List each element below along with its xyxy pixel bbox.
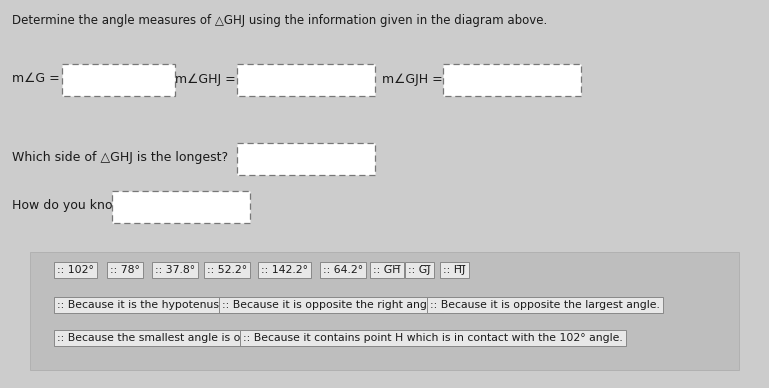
Text: Which side of △GHJ is the longest?: Which side of △GHJ is the longest? bbox=[12, 151, 228, 165]
Text: :: Because it is opposite the largest angle.: :: Because it is opposite the largest an… bbox=[430, 300, 660, 310]
FancyBboxPatch shape bbox=[237, 64, 375, 96]
Text: :: 78°: :: 78° bbox=[110, 265, 140, 275]
Text: Determine the angle measures of △GHJ using the information given in the diagram : Determine the angle measures of △GHJ usi… bbox=[12, 14, 548, 27]
Text: :: Because it is opposite the right angle.: :: Because it is opposite the right angl… bbox=[222, 300, 440, 310]
FancyBboxPatch shape bbox=[30, 252, 739, 370]
Text: :: 102°: :: 102° bbox=[57, 265, 94, 275]
Text: :: 142.2°: :: 142.2° bbox=[261, 265, 308, 275]
Text: m∠GJH =: m∠GJH = bbox=[382, 73, 443, 85]
FancyBboxPatch shape bbox=[237, 143, 375, 175]
Text: :: 37.8°: :: 37.8° bbox=[155, 265, 195, 275]
Text: :: G̅J̅: :: G̅J̅ bbox=[408, 265, 431, 275]
Text: :: 64.2°: :: 64.2° bbox=[323, 265, 363, 275]
Text: How do you know?: How do you know? bbox=[12, 199, 129, 211]
Text: :: G̅H̅: :: G̅H̅ bbox=[373, 265, 401, 275]
Text: m∠G =: m∠G = bbox=[12, 73, 60, 85]
FancyBboxPatch shape bbox=[443, 64, 581, 96]
Text: :: Because it contains point H which is in contact with the 102° angle.: :: Because it contains point H which is … bbox=[243, 333, 623, 343]
Text: :: Because it is the hypotenuse.: :: Because it is the hypotenuse. bbox=[57, 300, 229, 310]
Text: :: H̅J̅: :: H̅J̅ bbox=[443, 265, 465, 275]
Text: m∠GHJ =: m∠GHJ = bbox=[175, 73, 236, 85]
FancyBboxPatch shape bbox=[62, 64, 175, 96]
FancyBboxPatch shape bbox=[112, 191, 250, 223]
Text: :: 52.2°: :: 52.2° bbox=[207, 265, 247, 275]
Text: :: Because the smallest angle is on the left.: :: Because the smallest angle is on the … bbox=[57, 333, 293, 343]
